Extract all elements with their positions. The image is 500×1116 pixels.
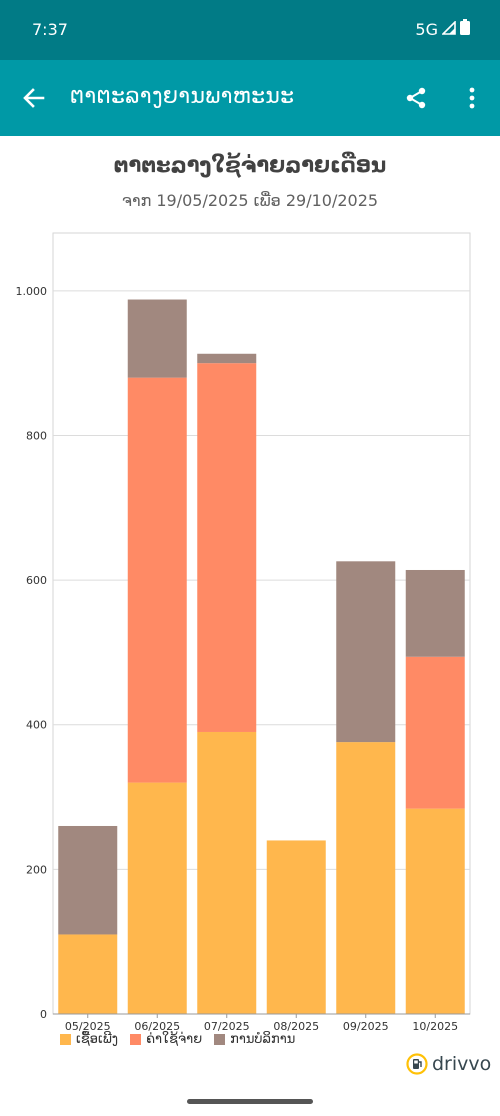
arrow-back-icon: [23, 88, 45, 108]
app-bar: ຕາຕະລາງຍານພາຫະນະ: [0, 60, 500, 136]
y-tick-label: 200: [26, 863, 47, 876]
bar-segment: [266, 840, 326, 1014]
bar-segment: [127, 299, 187, 378]
chart-title: ຕາຕະລາງໃຊ້ຈ່າຍລາຍເດືອນ: [113, 153, 387, 177]
bar-segment: [336, 561, 396, 743]
bar-segment: [405, 569, 465, 657]
x-tick-label: 09/2025: [343, 1020, 389, 1032]
x-tick-label: 05/2025: [65, 1020, 111, 1032]
network-type: 5G: [415, 19, 438, 39]
app-title: ຕາຕະລາງຍານພາຫະນະ: [70, 84, 295, 109]
bar-segment: [336, 742, 396, 1014]
x-tick-label: 07/2025: [204, 1020, 250, 1032]
bar-segment: [405, 656, 465, 809]
y-tick-label: 400: [26, 719, 47, 732]
bar-segment: [127, 377, 187, 783]
status-bar: 7:37 5G: [0, 0, 500, 60]
legend-label: ການບໍລິການ: [230, 1032, 296, 1047]
more-options-button[interactable]: [456, 82, 488, 114]
battery-icon: [460, 19, 470, 39]
bar-segment: [127, 782, 187, 1014]
back-button[interactable]: [18, 82, 50, 114]
legend-label: ຄ່າໃຊ້ຈ່າຍ: [146, 1032, 203, 1047]
status-time: 7:37: [32, 20, 68, 39]
x-tick-label: 06/2025: [134, 1020, 180, 1032]
legend-swatch: [214, 1034, 226, 1045]
y-tick-label: 1.000: [16, 285, 48, 298]
chart-subtitle: ຈາກ 19/05/2025 ເພື່ອ 29/10/2025: [121, 191, 379, 210]
brand-name: drivvo: [432, 1053, 492, 1075]
legend-item: ເຊື້ອເພີງ: [60, 1032, 118, 1047]
bar-segment: [197, 731, 257, 1014]
bar-segment: [58, 825, 118, 935]
legend-swatch: [130, 1034, 142, 1045]
more-vert-icon: [469, 87, 475, 109]
y-tick-label: 800: [26, 429, 47, 442]
y-tick-label: 0: [40, 1008, 47, 1021]
legend-item: ຄ່າໃຊ້ຈ່າຍ: [130, 1032, 202, 1047]
chart-legend: ເຊື້ອເພີງ ຄ່າໃຊ້ຈ່າຍ ການບໍລິການ: [60, 1032, 295, 1047]
fuel-pump-icon: [406, 1053, 428, 1075]
navigation-handle[interactable]: [187, 1099, 313, 1104]
share-icon: [406, 87, 426, 109]
drivvo-logo: drivvo: [406, 1053, 491, 1075]
y-tick-label: 600: [26, 574, 47, 587]
x-tick-label: 10/2025: [412, 1020, 458, 1032]
bar-segment: [197, 353, 257, 364]
status-icons: 5G: [415, 19, 470, 39]
legend-label: ເຊື້ອເພີງ: [76, 1032, 119, 1047]
bar-segment: [197, 363, 257, 732]
bar-segment: [58, 934, 118, 1014]
monthly-expense-chart: 0 200 400 600 800 1.000 05/2025 06/2025 07/2025 0…: [16, 232, 471, 1032]
share-button[interactable]: [400, 82, 432, 114]
x-tick-label: 08/2025: [273, 1020, 319, 1032]
signal-icon: [441, 19, 456, 39]
legend-swatch: [60, 1034, 71, 1045]
bar-segment: [405, 808, 465, 1014]
legend-item: ການບໍລິການ: [214, 1032, 295, 1047]
